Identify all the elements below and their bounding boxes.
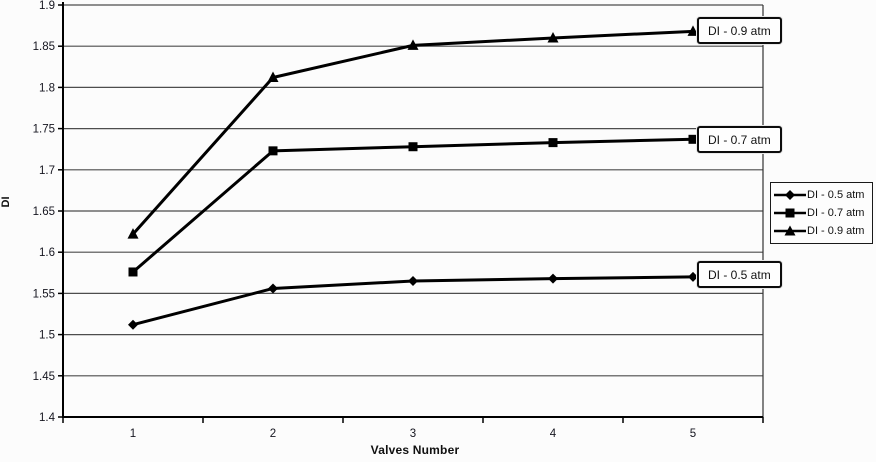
x-tick-label: 2 bbox=[270, 428, 276, 440]
legend-label: DI - 0.9 atm bbox=[807, 225, 865, 237]
x-tick-label: 1 bbox=[130, 428, 136, 440]
data-label-di-0-9-atm: DI - 0.9 atm bbox=[697, 17, 782, 44]
y-tick-label: 1.45 bbox=[33, 371, 55, 383]
diamond-marker bbox=[268, 283, 278, 294]
square-marker bbox=[268, 146, 278, 156]
x-tick-label: 4 bbox=[550, 428, 557, 440]
diamond-marker bbox=[408, 276, 418, 287]
x-axis-title: Valves Number bbox=[370, 443, 460, 457]
legend-item-di-0-9-atm: DI - 0.9 atm bbox=[773, 222, 870, 240]
triangle-marker bbox=[407, 39, 419, 50]
y-tick-label: 1.4 bbox=[39, 412, 56, 424]
y-tick-label: 1.9 bbox=[39, 0, 55, 12]
y-tick-label: 1.8 bbox=[39, 82, 55, 94]
triangle-marker bbox=[267, 71, 279, 83]
y-tick-label: 1.85 bbox=[33, 41, 55, 53]
legend-label: DI - 0.7 atm bbox=[807, 207, 865, 219]
legend-item-di-0-7-atm: DI - 0.7 atm bbox=[773, 204, 870, 222]
legend-square-marker-icon bbox=[774, 208, 806, 218]
y-tick-label: 1.5 bbox=[39, 330, 55, 342]
data-label-di-0-7-atm: DI - 0.7 atm bbox=[697, 126, 782, 153]
data-label-di-0-5-atm: DI - 0.5 atm bbox=[697, 261, 782, 288]
triangle-marker bbox=[127, 228, 139, 239]
legend-diamond-marker-icon bbox=[774, 190, 806, 200]
diamond-marker bbox=[128, 319, 138, 330]
square-marker bbox=[128, 267, 138, 277]
y-tick-label: 1.7 bbox=[39, 165, 55, 177]
legend-triangle-marker-icon bbox=[774, 225, 806, 236]
legend-label: DI - 0.5 atm bbox=[807, 189, 865, 201]
square-marker bbox=[548, 138, 558, 148]
legend-item-di-0-5-atm: DI - 0.5 atm bbox=[773, 186, 870, 204]
y-axis-title: DI bbox=[0, 196, 12, 208]
diamond-marker bbox=[688, 271, 698, 282]
triangle-marker bbox=[687, 25, 699, 36]
y-tick-label: 1.75 bbox=[33, 124, 55, 136]
square-marker bbox=[408, 142, 418, 152]
y-tick-label: 1.55 bbox=[33, 288, 55, 300]
x-tick-label: 5 bbox=[690, 428, 696, 440]
legend: DI - 0.5 atm DI - 0.7 atm DI - 0.9 atm bbox=[770, 182, 873, 244]
y-tick-label: 1.65 bbox=[33, 206, 55, 218]
triangle-marker bbox=[547, 31, 559, 43]
series-line-triangle bbox=[131, 29, 694, 236]
x-tick-label: 3 bbox=[410, 428, 416, 440]
square-marker bbox=[688, 134, 698, 144]
diamond-marker bbox=[548, 273, 558, 284]
y-tick-label: 1.6 bbox=[39, 247, 55, 259]
